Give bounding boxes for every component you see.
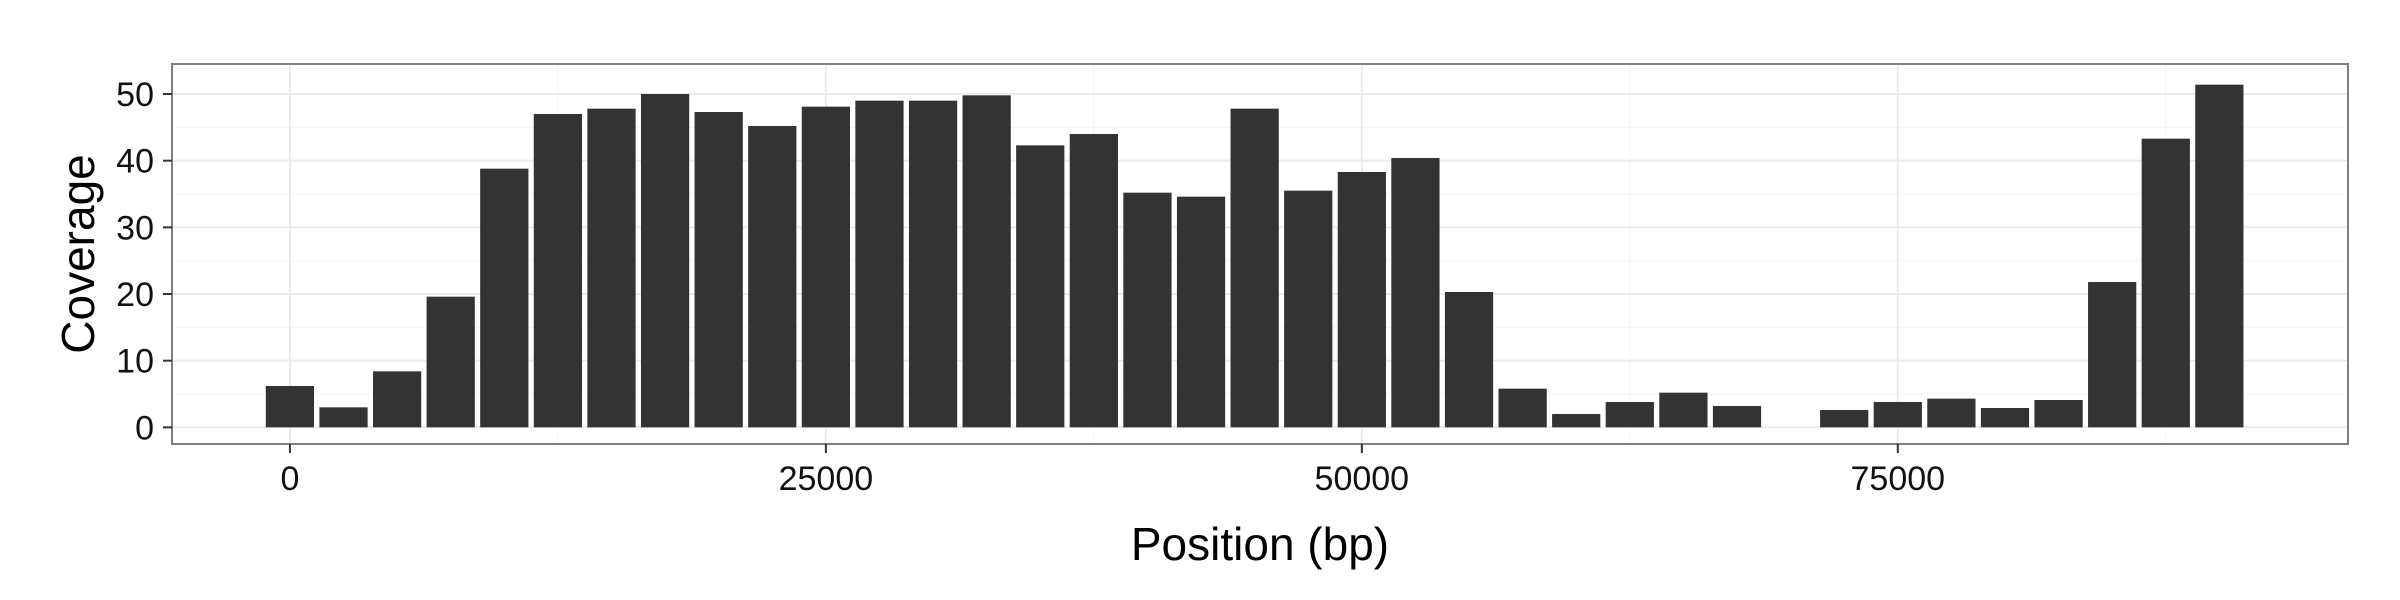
bar (748, 126, 797, 428)
bar (2088, 282, 2137, 428)
bar (533, 114, 583, 428)
bar (587, 108, 636, 428)
y-axis-title: Coverage (52, 154, 104, 353)
x-tick-label: 0 (280, 460, 299, 498)
y-axis-ticks: 0 10 20 30 40 50 (116, 76, 172, 447)
bar (372, 371, 422, 428)
y-tick-label: 40 (116, 143, 154, 181)
x-tick-label: 25000 (779, 460, 874, 498)
bar (1444, 292, 1494, 428)
bar (1337, 172, 1386, 428)
bar (2195, 84, 2244, 428)
y-tick-label: 0 (135, 409, 154, 447)
bar (1016, 145, 1065, 428)
bar (1552, 414, 1601, 428)
x-tick-label: 75000 (1851, 460, 1946, 498)
y-tick-label: 30 (116, 209, 154, 247)
y-tick-label: 20 (116, 276, 154, 314)
bar (1230, 108, 1279, 428)
bar (1820, 410, 1869, 428)
bar (319, 407, 368, 428)
bar (2034, 400, 2083, 428)
plot-panel-border (171, 63, 2349, 445)
bar (1980, 408, 2030, 428)
y-tick-label: 10 (116, 343, 154, 381)
x-axis-ticks: 0 25000 50000 75000 (280, 444, 1945, 498)
bar (640, 94, 690, 428)
bar (1391, 158, 1440, 428)
bar (694, 112, 743, 428)
bar (1069, 134, 1118, 428)
bar (426, 296, 475, 428)
bar (1284, 190, 1333, 428)
bar (1659, 392, 1708, 428)
bar (1176, 196, 1226, 428)
bar (1605, 402, 1654, 428)
bars (265, 84, 2244, 428)
bar (480, 168, 529, 428)
bar (265, 386, 315, 428)
x-tick-label: 50000 (1315, 460, 1410, 498)
bar (1498, 388, 1547, 428)
bar (1873, 402, 1922, 428)
bar (1927, 398, 1976, 428)
bar (855, 100, 904, 428)
bar (1123, 192, 1172, 428)
bar (908, 100, 958, 428)
y-tick-label: 50 (116, 76, 154, 114)
x-axis-title: Position (bp) (1131, 518, 1389, 570)
bar (801, 106, 850, 428)
bar (2141, 138, 2190, 428)
bar (1712, 406, 1762, 428)
bar (962, 95, 1011, 428)
